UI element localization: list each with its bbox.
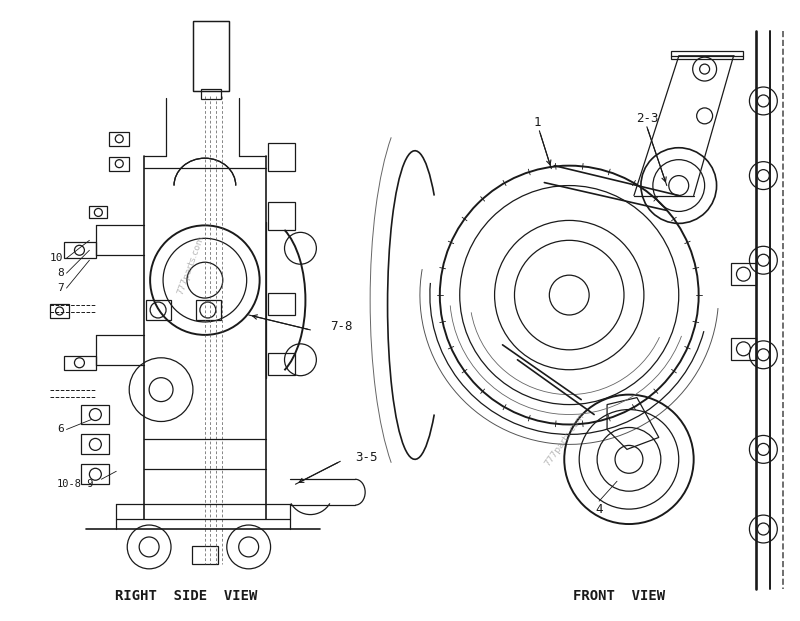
Bar [110,156,130,171]
Bar [267,143,295,171]
Bar [82,435,110,455]
Bar [670,51,743,59]
Bar [193,21,229,91]
Text: 7: 7 [57,283,63,293]
Text: 6: 6 [57,425,63,435]
Bar [196,300,221,320]
Text: 777parts.com: 777parts.com [176,234,206,296]
Text: FRONT  VIEW: FRONT VIEW [573,589,665,603]
Text: 2-3: 2-3 [636,112,658,125]
Bar [90,206,107,219]
Bar [110,132,130,146]
Text: 10-8-9: 10-8-9 [57,479,94,489]
Bar [201,89,221,99]
Text: 777parts.com: 777parts.com [542,411,586,468]
Text: 7-8: 7-8 [330,320,353,333]
Text: 8: 8 [57,268,63,278]
Bar [63,242,96,258]
Bar [730,263,756,285]
Bar [267,353,295,374]
Bar [193,21,229,91]
Text: 4: 4 [595,502,603,515]
Text: RIGHT  SIDE  VIEW: RIGHT SIDE VIEW [114,589,257,603]
Text: 1: 1 [534,116,541,129]
Bar [192,546,218,564]
Text: 3-5: 3-5 [355,451,378,464]
Bar [267,293,295,315]
Bar [730,338,756,360]
Bar [82,404,110,425]
Text: 10: 10 [50,253,63,263]
Bar [63,356,96,369]
Bar [146,300,171,320]
Bar [82,465,110,484]
Bar [50,304,70,318]
Bar [267,202,295,230]
